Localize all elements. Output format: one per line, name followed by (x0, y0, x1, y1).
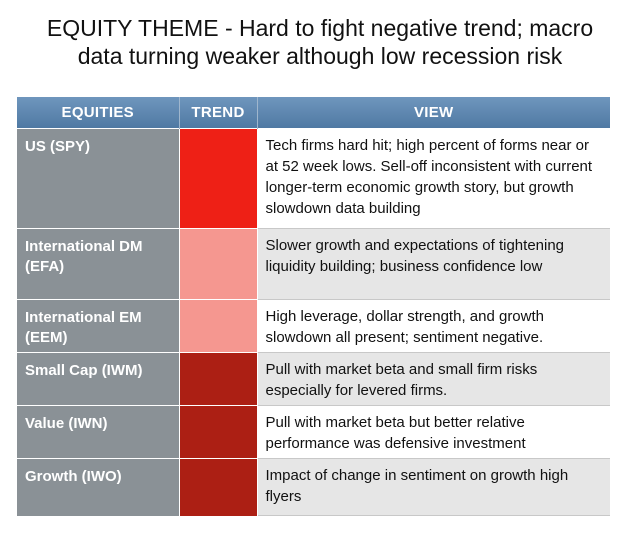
equity-cell: US (SPY) (17, 128, 180, 229)
trend-cell (179, 352, 258, 406)
header-equities: EQUITIES (17, 97, 180, 129)
view-cell: Tech firms hard hit; high percent of for… (257, 128, 610, 229)
trend-cell (179, 405, 258, 459)
table-row: US (SPY) Tech firms hard hit; high perce… (17, 128, 610, 229)
equity-cell: International DM (EFA) (17, 228, 180, 300)
title-line-2: data turning weaker although low recessi… (77, 43, 563, 69)
equity-cell: International EM (EEM) (17, 299, 180, 353)
equity-theme-table: EQUITIES TREND VIEW US (SPY) Tech firms … (17, 97, 610, 516)
equity-cell: Growth (IWO) (17, 458, 180, 516)
equity-cell: Value (IWN) (17, 405, 180, 459)
trend-cell (179, 299, 258, 353)
header-view: VIEW (257, 97, 610, 129)
table-row: International DM (EFA) Slower growth and… (17, 228, 610, 300)
view-cell: Impact of change in sentiment on growth … (257, 458, 610, 516)
view-cell: High leverage, dollar strength, and grow… (257, 299, 610, 353)
table-row: Value (IWN) Pull with market beta but be… (17, 405, 610, 459)
table-row: International EM (EEM) High leverage, do… (17, 299, 610, 353)
trend-cell (179, 128, 258, 229)
equity-cell: Small Cap (IWM) (17, 352, 180, 406)
view-cell: Pull with market beta but better relativ… (257, 405, 610, 459)
table-row: Growth (IWO) Impact of change in sentime… (17, 458, 610, 516)
trend-cell (179, 458, 258, 516)
view-cell: Slower growth and expectations of tighte… (257, 228, 610, 300)
view-cell: Pull with market beta and small firm ris… (257, 352, 610, 406)
table-header-row: EQUITIES TREND VIEW (17, 97, 610, 129)
page-title: EQUITY THEME - Hard to fight negative tr… (0, 14, 640, 70)
table-row: Small Cap (IWM) Pull with market beta an… (17, 352, 610, 406)
title-line-1: EQUITY THEME - Hard to fight negative tr… (46, 15, 594, 41)
header-trend: TREND (179, 97, 258, 129)
trend-cell (179, 228, 258, 300)
